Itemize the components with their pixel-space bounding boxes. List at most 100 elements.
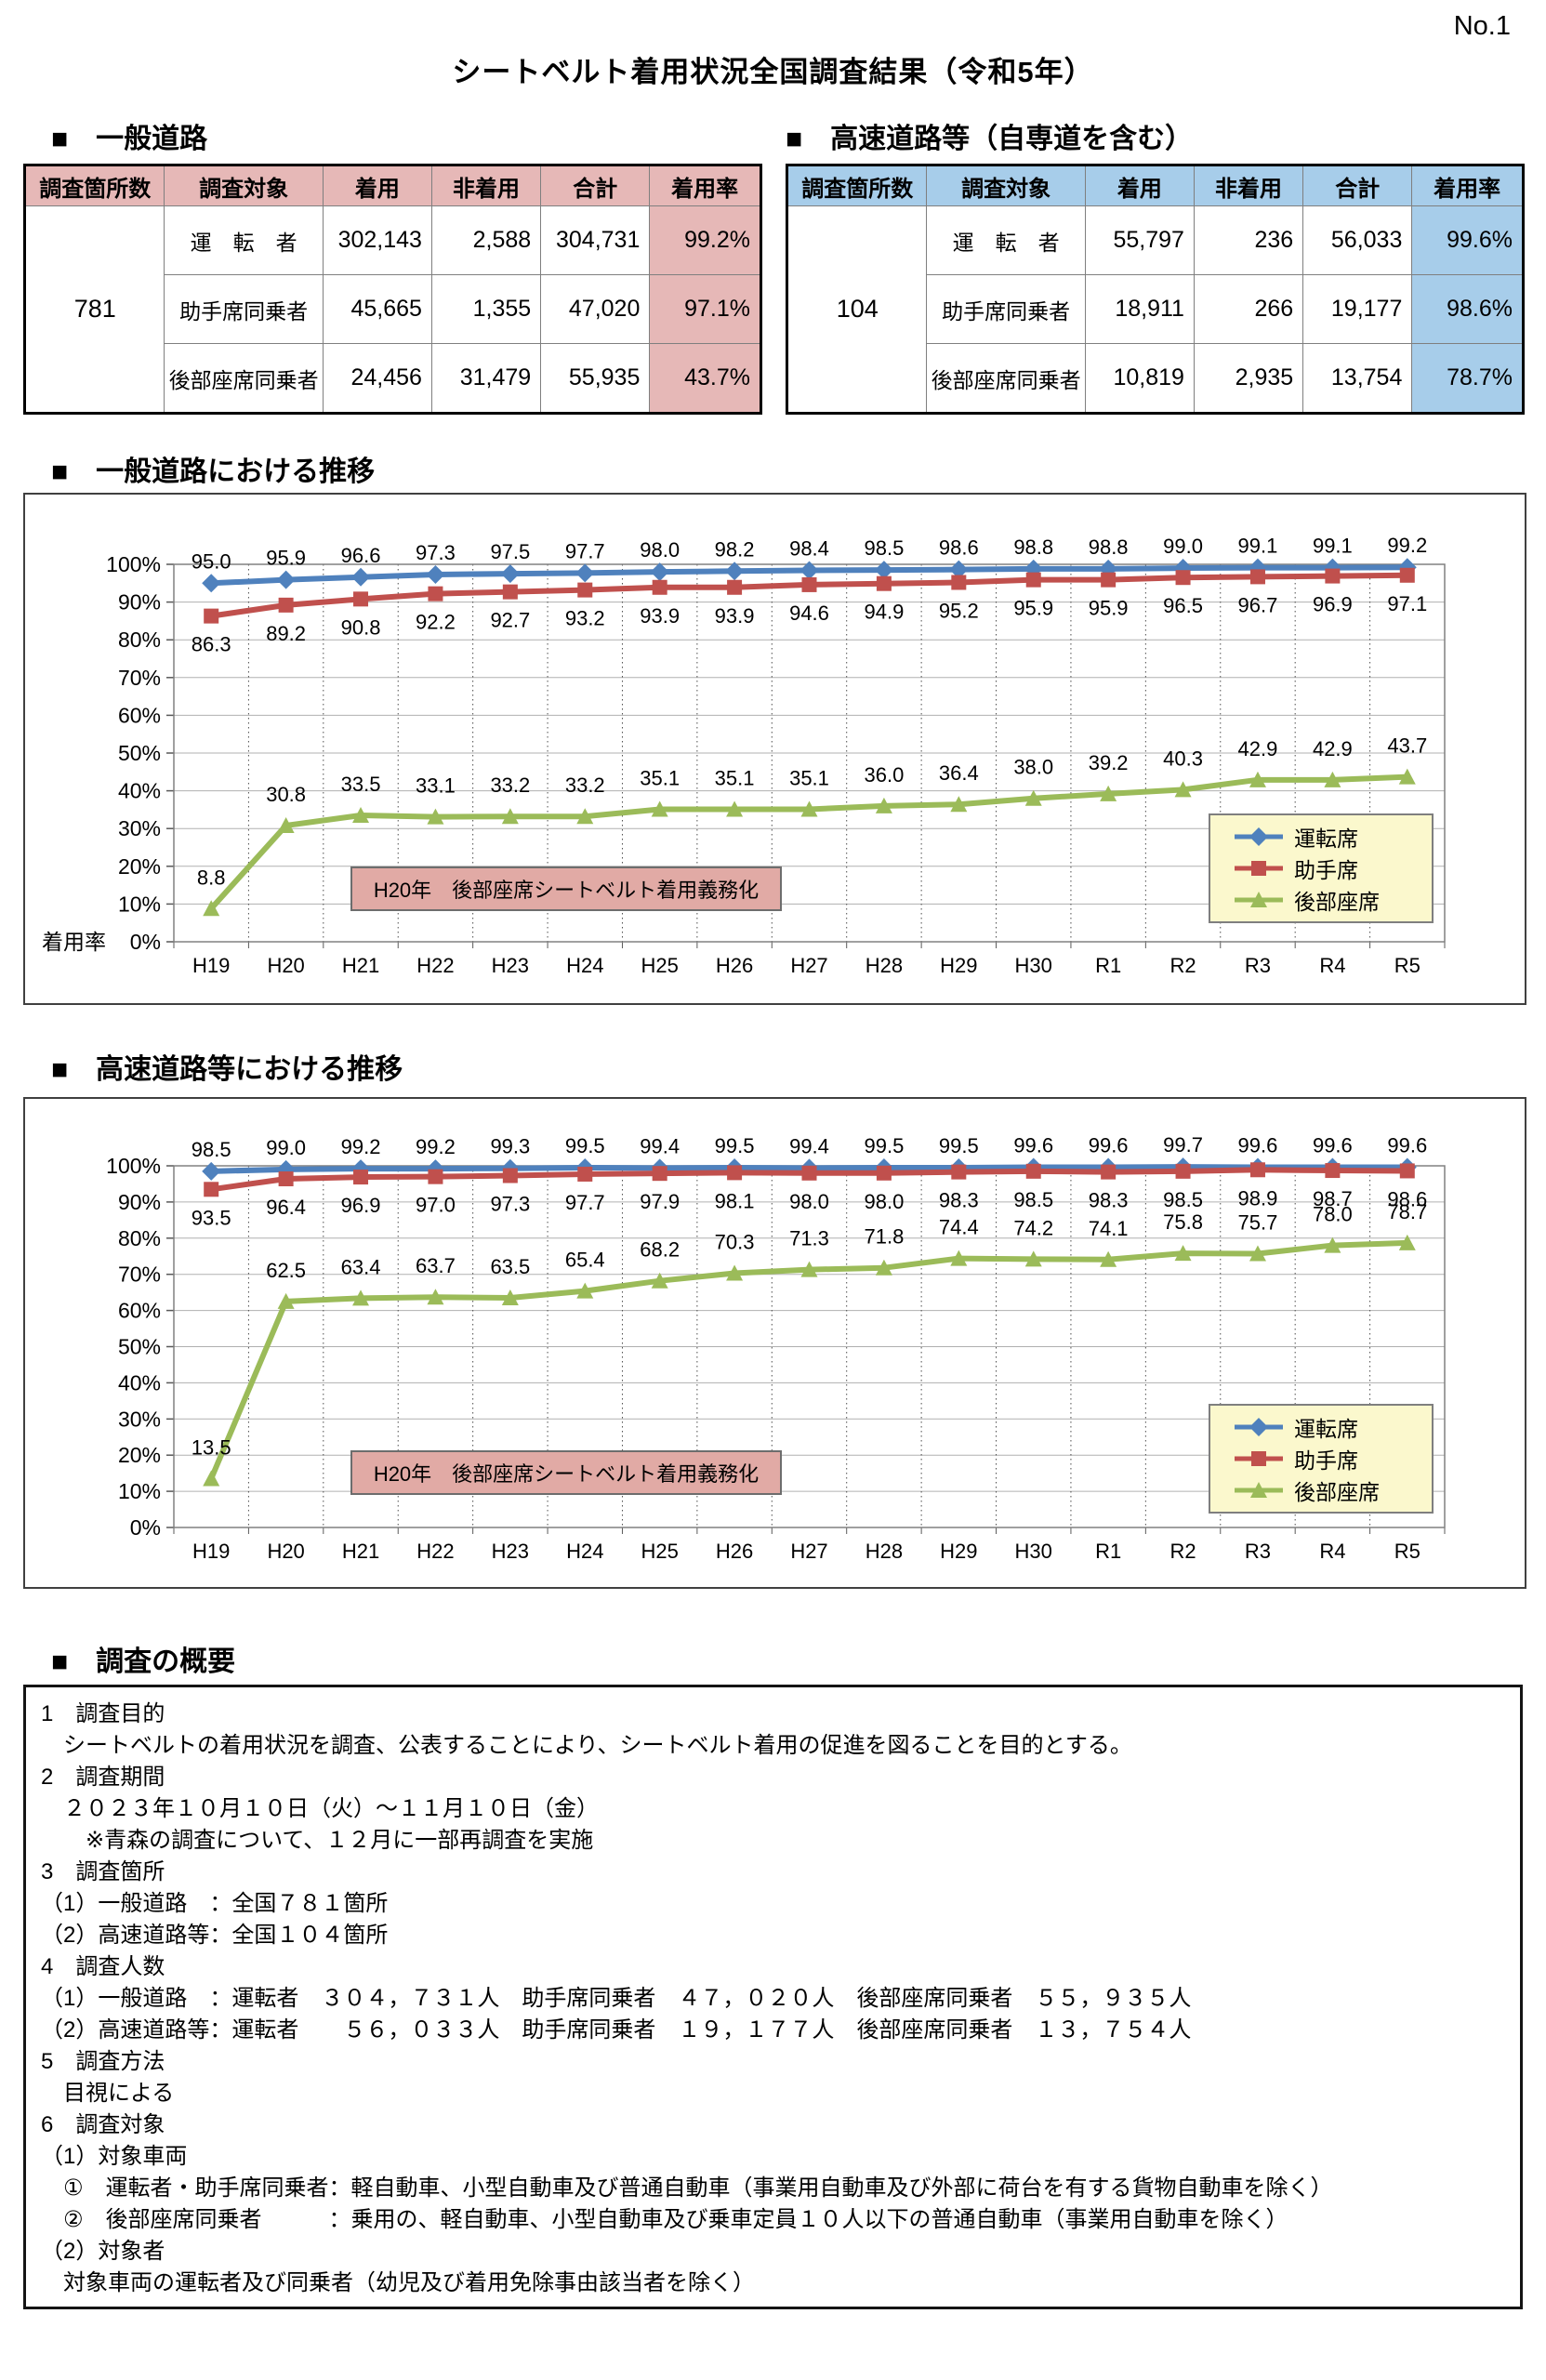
triangle-marker: [800, 800, 818, 817]
square-marker: [204, 1182, 219, 1197]
square-marker: [1025, 1163, 1041, 1179]
y-tick-label: 100%: [106, 1154, 161, 1178]
data-label: 98.8: [1013, 536, 1053, 559]
data-label: 93.2: [565, 607, 605, 630]
cell-worn: 55,797: [1084, 205, 1195, 275]
col-header-sites: 調査箇所数: [23, 165, 165, 206]
x-tick-label: H22: [416, 1540, 454, 1563]
data-label: 96.4: [266, 1196, 306, 1219]
x-axis-labels: H19 H20 H21 H22 H23 H24 H25 H26 H27 H28 H29 H30 R1 R2…: [192, 954, 1420, 977]
highways-table: 調査箇所数 調査対象 着用 非着用 合計 着用率 104 運 転 者 55,79…: [786, 164, 1525, 415]
series-rear-seat: [203, 1234, 1416, 1487]
data-label: 98.8: [1089, 536, 1129, 559]
data-label: 98.4: [789, 536, 829, 560]
diamond-marker: [202, 1161, 221, 1181]
data-label: 98.3: [939, 1189, 979, 1212]
data-label: 98.7: [1313, 1187, 1353, 1210]
data-label: 99.6: [1387, 1134, 1427, 1157]
square-marker: [801, 576, 817, 592]
data-label: 93.9: [640, 604, 680, 628]
diamond-marker: [799, 561, 819, 580]
data-label: 99.2: [1387, 534, 1427, 557]
data-label: 13.5: [192, 1435, 231, 1459]
data-labels-passenger-seat: 93.5 96.4 96.9 97.0 97.3 97.7 97.9 98.1 98.0 98.0…: [192, 1186, 1427, 1229]
col-header-total: 合計: [1302, 165, 1413, 206]
square-marker: [278, 597, 294, 613]
summary-line: 目視による: [41, 2081, 175, 2106]
cell-rate: 43.7%: [649, 343, 761, 414]
data-label: 63.4: [341, 1255, 381, 1278]
data-label: 78.7: [1387, 1200, 1427, 1223]
data-label: 75.7: [1238, 1211, 1278, 1235]
summary-line: 2 調査期間: [41, 1765, 165, 1790]
x-tick-label: H26: [716, 1540, 753, 1563]
data-label: 74.2: [1013, 1216, 1053, 1239]
triangle-marker: [1249, 771, 1266, 787]
y-tick-label: 20%: [118, 1443, 161, 1467]
section-heading-highways: ■ 高速道路等（自専道を含む）: [786, 124, 1194, 154]
triangle-marker: [501, 808, 519, 825]
data-label: 99.0: [1163, 535, 1203, 558]
row-label: 運 転 者: [926, 205, 1086, 275]
x-tick-label: R1: [1095, 954, 1121, 977]
diamond-marker: [276, 570, 296, 589]
data-label: 99.1: [1238, 535, 1278, 558]
diamond-marker: [1249, 1418, 1268, 1436]
data-label: 98.3: [1089, 1189, 1129, 1212]
x-tick-label: H25: [641, 954, 678, 977]
summary-line: 3 調査箇所: [41, 1859, 165, 1884]
cell-not-worn: 2,935: [1193, 343, 1304, 414]
col-header-rate: 着用率: [1411, 165, 1524, 206]
y-tick-label: 50%: [118, 741, 161, 765]
legend-square-icon: [1235, 861, 1283, 876]
col-header-worn: 着用: [1084, 165, 1195, 206]
triangle-marker: [1024, 1250, 1042, 1267]
triangle-marker: [1250, 1482, 1267, 1498]
data-label: 63.5: [490, 1255, 530, 1278]
legend-item-rear-seat: 後部座席: [1233, 1474, 1432, 1506]
triangle-marker: [875, 1259, 892, 1276]
square-marker: [727, 579, 743, 595]
x-tick-label: H26: [716, 954, 753, 977]
data-label: 99.6: [1313, 1134, 1353, 1157]
square-marker: [1175, 570, 1191, 586]
data-label: 98.5: [1163, 1188, 1203, 1211]
triangle-marker: [875, 797, 892, 813]
legend-label: 後部座席: [1294, 1480, 1380, 1504]
data-label: 97.7: [565, 1191, 605, 1214]
summary-line: （1）一般道路 ：運転者 ３０４，７３１人 助手席同乗者 ４７，０２０人 後部座…: [41, 1986, 1192, 2011]
row-label: 後部座席同乗者: [164, 343, 324, 414]
col-header-target: 調査対象: [164, 165, 324, 206]
data-label: 99.6: [1089, 1134, 1129, 1157]
square-marker: [353, 591, 369, 607]
y-tick-label: 70%: [118, 1263, 161, 1287]
y-tick-label: 10%: [118, 1479, 161, 1503]
summary-line: 6 調査対象: [41, 2112, 165, 2137]
cell-rate: 99.6%: [1411, 205, 1524, 275]
triangle-marker: [1249, 1245, 1266, 1262]
series-passenger-seat: [204, 1162, 1415, 1197]
data-label: 86.3: [192, 633, 231, 656]
data-label: 90.8: [341, 615, 381, 639]
y-tick-label: 90%: [118, 590, 161, 615]
x-tick-label: H27: [790, 1540, 827, 1563]
col-header-rate: 着用率: [649, 165, 761, 206]
cell-not-worn: 236: [1193, 205, 1304, 275]
square-marker: [577, 582, 593, 598]
section-heading-highway-trend: ■ 高速道路等における推移: [51, 1054, 403, 1085]
data-label: 95.9: [1089, 597, 1129, 620]
data-label: 97.3: [490, 1193, 530, 1216]
data-label: 43.7: [1387, 734, 1427, 758]
data-label: 8.8: [197, 866, 226, 889]
triangle-marker: [1100, 1250, 1117, 1267]
legend-square-icon: [1235, 1451, 1283, 1466]
x-tick-label: H22: [416, 954, 454, 977]
summary-line: （2）高速道路等：運転者 ５６，０３３人 助手席同乗者 １９，１７７人 後部座席…: [41, 2017, 1192, 2043]
legend-label: 後部座席: [1294, 890, 1380, 914]
data-label: 99.2: [416, 1135, 456, 1158]
x-tick-label: H29: [940, 954, 977, 977]
diamond-marker: [351, 567, 371, 587]
square-marker: [652, 579, 667, 595]
data-label: 96.7: [1238, 593, 1278, 616]
data-label: 92.2: [416, 611, 456, 634]
